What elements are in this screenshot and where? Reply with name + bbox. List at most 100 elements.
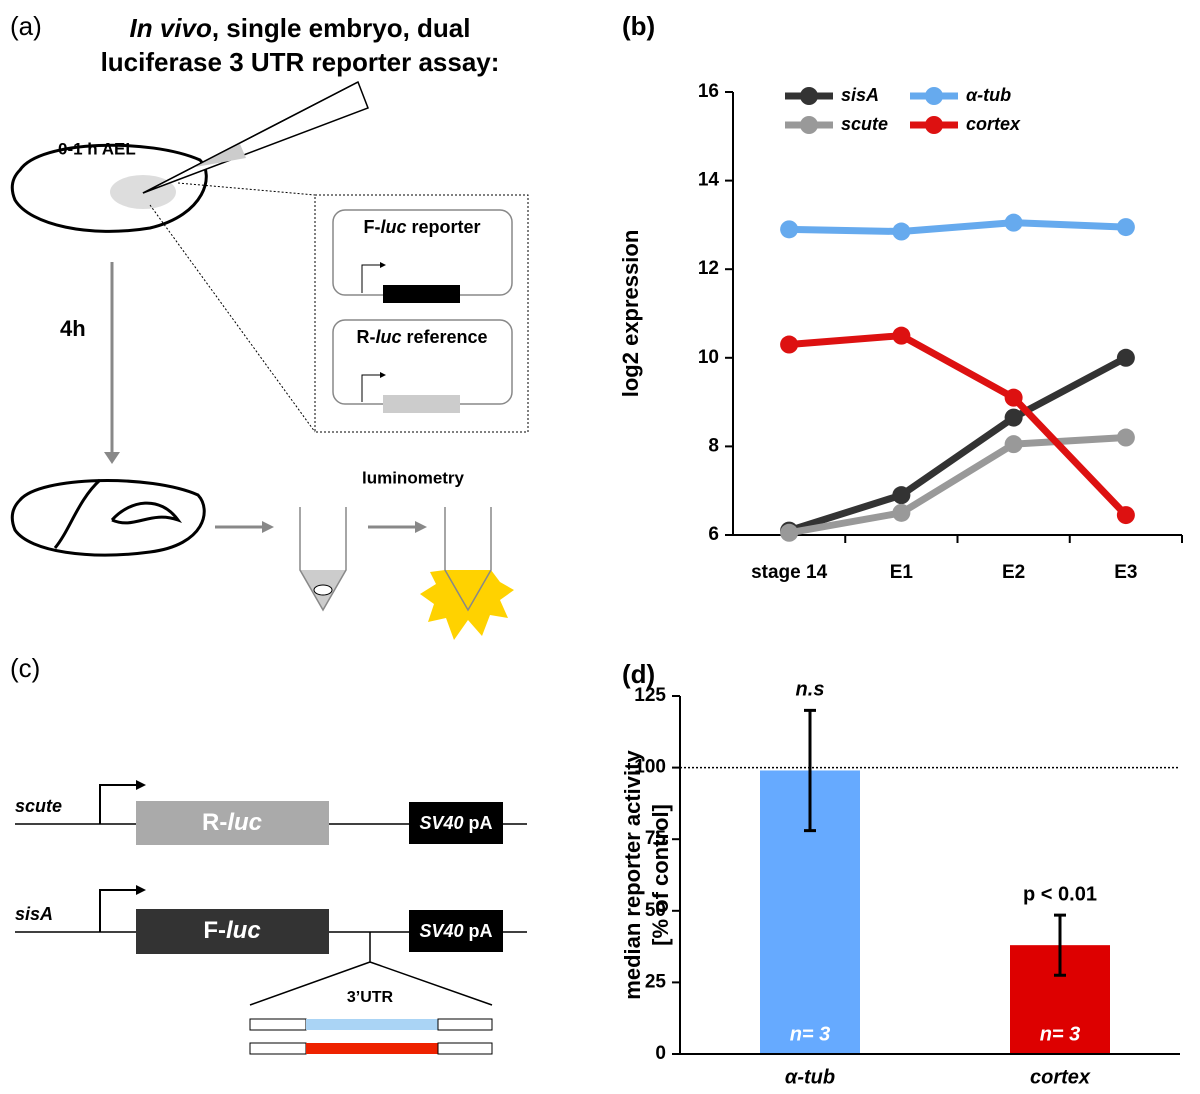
reporter-box <box>136 801 329 845</box>
label-part: reference <box>401 327 487 347</box>
utr-label: 3’UTR <box>347 989 394 1006</box>
tube <box>444 507 492 612</box>
arrowhead <box>136 885 146 895</box>
plasmid-label: F-luc reporter <box>363 217 480 237</box>
point <box>1116 506 1135 525</box>
axis-title: median reporter activity <box>620 750 645 1000</box>
readout-label: luminometry <box>362 468 465 487</box>
utr-flank <box>437 1042 493 1055</box>
y-tick-label: 0 <box>655 1043 666 1064</box>
legend-label: scute <box>841 114 888 134</box>
light-burst <box>420 570 514 640</box>
label-part: F- <box>363 217 380 237</box>
utr-flank <box>249 1018 307 1031</box>
legend-label: α-tub <box>966 85 1011 105</box>
promoter <box>361 264 382 293</box>
y-tick-label: 14 <box>698 170 720 191</box>
bar-label: n= 3 <box>1040 1023 1081 1045</box>
y-tick-label: 75 <box>645 828 667 849</box>
promoter <box>99 784 138 824</box>
x-tick-label: cortex <box>1030 1066 1091 1088</box>
promoter <box>99 889 138 932</box>
point <box>892 326 911 345</box>
injection-site <box>110 175 176 209</box>
x-tick-label: E2 <box>1002 562 1025 583</box>
label-part: reporter <box>406 217 480 237</box>
zoom-line <box>149 204 316 433</box>
time-label: 4h <box>60 316 86 341</box>
label-part: F- <box>203 917 226 944</box>
stage-label: 0-1 h AEL <box>58 139 136 158</box>
point <box>892 486 911 505</box>
point <box>1116 428 1135 447</box>
error-bar <box>804 708 816 833</box>
annotation: n.s <box>796 679 825 701</box>
axis-title: [% of control] <box>648 804 673 946</box>
utr-flank <box>437 1018 493 1031</box>
label-part: pA <box>464 921 493 941</box>
zoom-line <box>177 182 316 196</box>
point <box>780 523 799 542</box>
x-tick-label: α-tub <box>785 1066 835 1088</box>
plasmid-label: R-luc reference <box>356 327 487 347</box>
point <box>1116 218 1135 237</box>
label-part: SV40 <box>419 921 463 941</box>
promoter <box>361 374 382 402</box>
arrowhead <box>415 521 427 533</box>
label-part: luc <box>226 917 261 944</box>
title-text: , single embryo, dual <box>212 13 471 43</box>
box-label: SV40 pA <box>419 921 492 941</box>
box-label: F-luc <box>203 917 260 944</box>
point <box>1004 388 1023 407</box>
legend-marker <box>800 87 818 105</box>
point <box>892 222 911 241</box>
arrowhead <box>136 780 146 790</box>
utr-zoom <box>249 932 493 1006</box>
embryo <box>10 143 208 233</box>
utr-cortex <box>306 1043 438 1054</box>
embryo <box>10 479 206 557</box>
series-line <box>789 219 1127 236</box>
label-part: luc <box>227 809 262 836</box>
panel-label: (d) <box>622 659 655 689</box>
annotation: p < 0.01 <box>1023 883 1097 905</box>
legend-marker <box>925 116 943 134</box>
reference-gene <box>383 395 460 413</box>
utr-tub <box>306 1019 438 1030</box>
x-tick-label: E3 <box>1114 562 1137 583</box>
panel-title: In vivo, single embryo, dual <box>130 13 471 43</box>
point <box>1116 348 1135 367</box>
arrowhead <box>380 372 386 378</box>
tube <box>299 507 347 612</box>
arrowhead <box>104 452 120 464</box>
panel-title: luciferase 3 UTR reporter assay: <box>101 47 500 77</box>
reporter-gene <box>383 285 460 303</box>
series-line <box>788 434 1127 537</box>
x-tick-label: E1 <box>890 562 914 583</box>
polya-box <box>409 910 503 952</box>
box-label: SV40 pA <box>419 813 492 833</box>
point <box>1004 213 1023 232</box>
point <box>1004 435 1023 454</box>
point <box>1004 408 1023 427</box>
polya-box <box>409 802 503 844</box>
arrowhead <box>262 521 274 533</box>
panel-label: (c) <box>10 653 40 683</box>
label-part: pA <box>464 813 493 833</box>
label-part: SV40 <box>419 813 463 833</box>
needle-edge <box>142 81 359 194</box>
point <box>780 220 799 239</box>
label-part: luc <box>375 327 401 347</box>
label-part: luc <box>380 217 406 237</box>
axis-title: log2 expression <box>618 230 643 398</box>
legend-label: cortex <box>966 114 1021 134</box>
y-tick-label: 125 <box>634 685 666 706</box>
bar-label: n= 3 <box>790 1023 831 1045</box>
series-line <box>788 354 1128 534</box>
point <box>892 503 911 522</box>
y-tick-label: 16 <box>698 81 719 102</box>
error-bar <box>1054 913 1066 977</box>
label-part: R- <box>356 327 375 347</box>
arrowhead <box>380 262 386 268</box>
